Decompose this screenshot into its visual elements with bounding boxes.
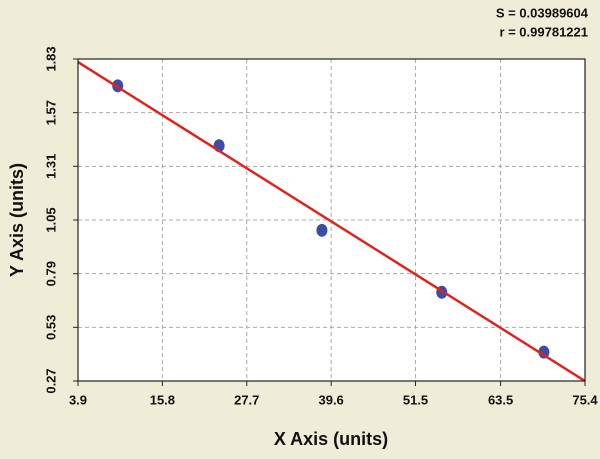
x-tick-label: 39.6: [318, 392, 343, 407]
y-tick-label: 1.31: [43, 154, 58, 179]
x-tick-label: 27.7: [234, 392, 259, 407]
y-tick-label: 0.27: [43, 368, 58, 393]
y-tick-label: 1.05: [43, 207, 58, 232]
x-tick-label: 75.4: [572, 392, 598, 407]
y-tick-label: 0.79: [43, 261, 58, 286]
annotation: r = 0.99781221: [499, 24, 588, 39]
x-axis-title: X Axis (units): [274, 429, 388, 449]
data-point: [538, 345, 550, 359]
y-tick-label: 1.57: [43, 100, 58, 125]
annotation: S = 0.03989604: [496, 5, 589, 20]
x-tick-label: 3.9: [69, 392, 87, 407]
y-tick-label: 1.83: [43, 46, 58, 71]
fit-line: [77, 61, 586, 383]
y-tick-label: 0.53: [43, 315, 58, 340]
y-axis-title: Y Axis (units): [7, 163, 27, 277]
x-tick-label: 51.5: [403, 392, 428, 407]
x-tick-label: 15.8: [150, 392, 175, 407]
data-point: [316, 223, 328, 237]
x-tick-label: 63.5: [488, 392, 513, 407]
